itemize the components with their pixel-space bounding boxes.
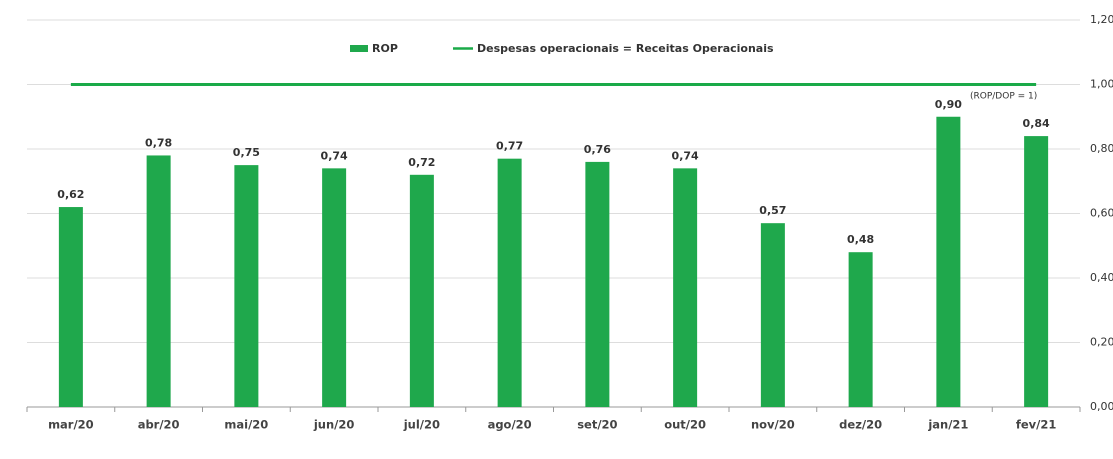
bar (322, 168, 347, 407)
legend-label: Despesas operacionais = Receitas Operaci… (477, 42, 774, 55)
y-tick-label: 0,00 (1090, 400, 1113, 413)
y-tick-label: 0,60 (1090, 207, 1113, 220)
bar (234, 165, 259, 407)
y-tick-label: 0,20 (1090, 336, 1113, 349)
y-tick-label: 0,80 (1090, 142, 1113, 155)
bar (146, 155, 171, 407)
data-label: 0,72 (408, 156, 435, 169)
bar (409, 174, 434, 407)
y-tick-label: 0,40 (1090, 271, 1113, 284)
data-label: 0,62 (57, 188, 84, 201)
legend-swatch (350, 45, 368, 52)
x-tick-label: dez/20 (839, 418, 882, 432)
x-tick-label: set/20 (577, 418, 617, 432)
bar (760, 223, 785, 407)
x-tick-label: jan/21 (927, 418, 968, 432)
x-tick-label: abr/20 (138, 418, 180, 432)
y-tick-label: 1,00 (1090, 78, 1113, 91)
data-label: 0,76 (584, 143, 611, 156)
x-tick-label: ago/20 (488, 418, 532, 432)
x-tick-label: mai/20 (224, 418, 268, 432)
data-label: 0,84 (1023, 117, 1050, 130)
x-tick-label: fev/21 (1016, 418, 1057, 432)
bar (673, 168, 698, 407)
x-tick-label: jul/20 (403, 418, 440, 432)
x-tick-label: jun/20 (313, 418, 355, 432)
bar (497, 158, 522, 407)
annotation: (ROP/DOP = 1) (970, 92, 1037, 102)
legend-label: ROP (372, 42, 398, 55)
data-label: 0,74 (672, 149, 699, 162)
x-tick-label: out/20 (664, 418, 706, 432)
x-tick-label: nov/20 (751, 418, 795, 432)
data-label: 0,77 (496, 140, 523, 153)
bar (936, 116, 961, 407)
data-label: 0,48 (847, 233, 874, 246)
data-label: 0,75 (233, 146, 260, 159)
data-label: 0,78 (145, 136, 172, 149)
data-label: 0,57 (759, 204, 786, 217)
data-label: 0,74 (321, 149, 348, 162)
bar (585, 161, 610, 407)
data-label: 0,90 (935, 98, 962, 111)
y-tick-label: 1,20 (1090, 13, 1113, 26)
bar (58, 207, 83, 407)
x-tick-label: mar/20 (48, 418, 94, 432)
bar (848, 252, 873, 407)
bar (1024, 136, 1049, 407)
